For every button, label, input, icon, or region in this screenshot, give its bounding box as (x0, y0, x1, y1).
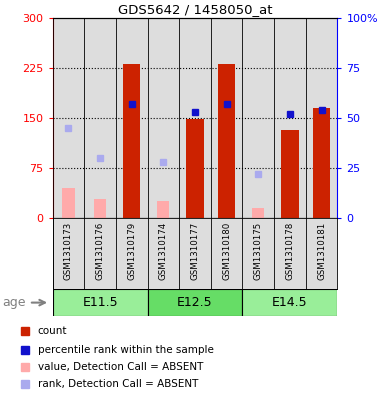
Text: GSM1310173: GSM1310173 (64, 222, 73, 280)
Bar (274, 18, 306, 218)
Text: GSM1310177: GSM1310177 (190, 222, 200, 280)
Bar (274, 18, 306, 218)
Bar (147, 289, 243, 316)
Bar (53, 289, 147, 316)
Bar (53, 18, 84, 218)
Bar (84, 18, 116, 218)
Text: GSM1310176: GSM1310176 (96, 222, 105, 280)
Bar (179, 18, 211, 218)
Bar (116, 18, 147, 218)
Text: age: age (3, 296, 26, 309)
Text: GSM1310179: GSM1310179 (127, 222, 136, 280)
Bar (147, 18, 179, 218)
Bar (186, 119, 204, 218)
Bar (243, 18, 274, 218)
Bar (306, 18, 337, 218)
Bar (218, 64, 235, 218)
Bar (211, 18, 243, 218)
Bar (84, 18, 116, 218)
Bar (243, 18, 274, 218)
Bar (243, 289, 337, 316)
Text: count: count (38, 327, 67, 336)
Text: E14.5: E14.5 (272, 296, 308, 309)
Bar (123, 64, 140, 218)
Bar (62, 188, 74, 218)
Text: GSM1310174: GSM1310174 (159, 222, 168, 280)
Title: GDS5642 / 1458050_at: GDS5642 / 1458050_at (118, 4, 272, 17)
Bar (211, 18, 243, 218)
Bar (116, 18, 147, 218)
Text: rank, Detection Call = ABSENT: rank, Detection Call = ABSENT (38, 380, 198, 389)
Bar (53, 18, 84, 218)
Bar (157, 201, 170, 218)
Text: value, Detection Call = ABSENT: value, Detection Call = ABSENT (38, 362, 203, 372)
Text: percentile rank within the sample: percentile rank within the sample (38, 345, 214, 354)
Bar (313, 108, 330, 218)
Text: E11.5: E11.5 (82, 296, 118, 309)
Bar (306, 18, 337, 218)
Text: GSM1310178: GSM1310178 (285, 222, 294, 280)
Text: GSM1310180: GSM1310180 (222, 222, 231, 280)
Text: GSM1310175: GSM1310175 (254, 222, 263, 280)
Text: GSM1310181: GSM1310181 (317, 222, 326, 280)
Bar (147, 18, 179, 218)
Bar (179, 18, 211, 218)
Bar (281, 130, 299, 218)
Text: E12.5: E12.5 (177, 296, 213, 309)
Bar (94, 199, 106, 218)
Bar (252, 208, 264, 218)
